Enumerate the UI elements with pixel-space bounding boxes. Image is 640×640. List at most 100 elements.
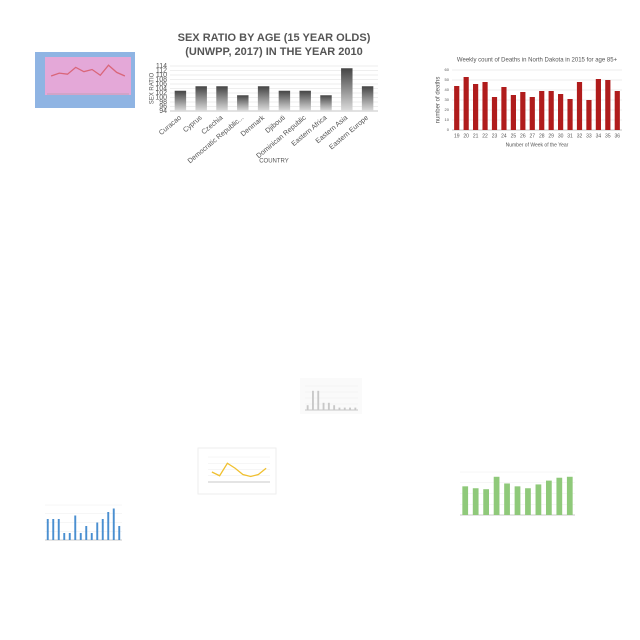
chart-background xyxy=(300,378,362,414)
bar xyxy=(462,486,469,515)
bar xyxy=(320,95,332,111)
bar xyxy=(299,90,311,111)
x-tick-label: 29 xyxy=(548,133,554,139)
y-tick-label: 10 xyxy=(445,117,450,122)
x-tick-label: 26 xyxy=(520,133,526,139)
x-tick-label: 27 xyxy=(529,133,535,139)
x-axis-label: Number of Week of the Year xyxy=(506,142,569,148)
plot-background xyxy=(45,57,131,95)
bar xyxy=(454,86,460,130)
y-tick-label: 104 xyxy=(155,85,167,92)
x-tick-label: Eastern Europe xyxy=(328,115,370,152)
x-tick-label: 36 xyxy=(614,133,620,139)
bar xyxy=(46,519,49,540)
y-tick-label: 30 xyxy=(445,97,450,102)
bar xyxy=(482,82,488,130)
bar xyxy=(354,407,357,410)
bar xyxy=(341,68,353,111)
x-tick-label: 25 xyxy=(511,133,517,139)
bar xyxy=(57,519,60,540)
x-axis-label: COUNTRY xyxy=(259,159,289,165)
y-tick-label: 110 xyxy=(156,72,167,79)
bar xyxy=(68,533,71,540)
bar xyxy=(556,477,563,515)
bar xyxy=(237,95,249,111)
bar xyxy=(174,90,187,111)
line xyxy=(50,64,126,77)
bar xyxy=(278,90,291,111)
bar xyxy=(605,80,611,130)
y-tick-label: 102 xyxy=(155,90,167,97)
y-tick-label: 60 xyxy=(445,67,450,72)
bar xyxy=(586,100,592,130)
x-tick-label: 20 xyxy=(463,133,469,139)
bar xyxy=(472,488,479,515)
bar xyxy=(539,91,545,130)
x-tick-label: 32 xyxy=(577,133,583,139)
bar xyxy=(333,405,336,410)
bar xyxy=(63,533,66,540)
x-tick-label: 33 xyxy=(586,133,592,139)
y-tick-label: 114 xyxy=(156,63,167,70)
bar xyxy=(463,77,469,130)
x-tick-label: 30 xyxy=(558,133,564,139)
y-axis-label: SEX RATIO xyxy=(150,72,156,104)
bar xyxy=(327,402,330,410)
bar xyxy=(510,95,516,130)
bar xyxy=(520,92,526,130)
bar xyxy=(322,402,325,410)
y-tick-label: 40 xyxy=(445,87,450,92)
bar xyxy=(504,483,510,515)
bar xyxy=(548,91,554,130)
bar xyxy=(614,91,620,130)
y-axis-label: number of deaths xyxy=(436,77,442,124)
bar xyxy=(529,97,535,130)
chart-background xyxy=(197,447,277,495)
bar xyxy=(90,533,93,540)
bar xyxy=(545,480,552,515)
chart-title: (UNWPP, 2017) IN THE YEAR 2010 xyxy=(185,46,363,58)
bar xyxy=(558,94,564,130)
x-tick-label: 19 xyxy=(454,133,460,139)
bar xyxy=(338,407,341,410)
bar xyxy=(74,515,77,540)
bar xyxy=(595,79,601,130)
y-tick-label: 112 xyxy=(156,67,167,74)
x-tick-label: 28 xyxy=(539,133,545,139)
line xyxy=(211,462,267,478)
x-tick-label: 35 xyxy=(605,133,611,139)
bar xyxy=(483,489,490,515)
x-tick-label: 22 xyxy=(482,133,488,139)
y-tick-label: 0 xyxy=(447,127,450,132)
bar xyxy=(107,512,110,540)
bar xyxy=(195,86,207,111)
x-tick-label: 24 xyxy=(501,133,507,139)
bar xyxy=(79,533,82,540)
bar xyxy=(317,390,320,410)
y-tick-label: 108 xyxy=(155,76,167,83)
x-tick-label: Curacao xyxy=(158,115,183,137)
bar xyxy=(349,407,351,410)
bar xyxy=(491,97,498,130)
bar xyxy=(566,476,573,515)
x-tick-label: 34 xyxy=(596,133,602,139)
x-tick-label: 21 xyxy=(473,133,479,139)
y-tick-label: 98 xyxy=(159,99,167,106)
bar xyxy=(306,405,309,410)
bar xyxy=(493,476,500,515)
bar xyxy=(361,86,374,111)
bar xyxy=(514,486,521,515)
y-tick-label: 106 xyxy=(155,81,167,88)
bar xyxy=(96,522,99,540)
bar xyxy=(118,526,121,540)
y-tick-label: 94 xyxy=(159,108,167,115)
x-tick-label: Denmark xyxy=(240,114,267,138)
chart-title: SEX RATIO BY AGE (15 YEAR OLDS) xyxy=(178,32,371,44)
y-tick-label: 20 xyxy=(445,107,450,112)
bar xyxy=(52,519,55,540)
x-tick-label: 23 xyxy=(492,133,498,139)
bar xyxy=(535,484,542,515)
bar xyxy=(312,390,314,410)
